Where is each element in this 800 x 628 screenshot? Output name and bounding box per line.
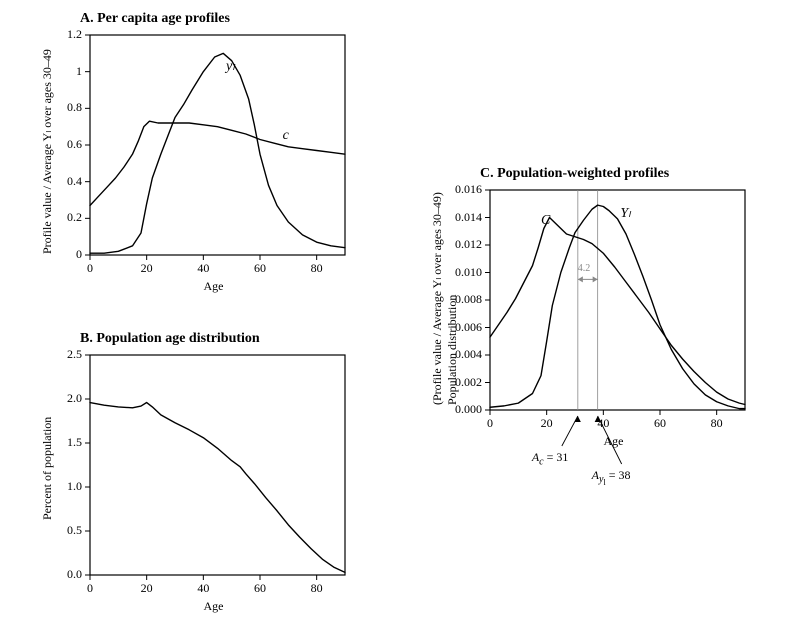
series-label-Yl: Yₗ xyxy=(620,205,630,222)
arrow-label: 4.2 xyxy=(578,263,591,274)
xtick: 60 xyxy=(650,416,670,431)
ytick: 0.002 xyxy=(455,375,482,390)
xtick: 40 xyxy=(593,416,613,431)
xtick: 80 xyxy=(707,416,727,431)
ytick: 0.008 xyxy=(455,292,482,307)
figure-page: A. Per capita age profiles Profile value… xyxy=(0,0,800,628)
ytick: 0.006 xyxy=(455,320,482,335)
xtick: 0 xyxy=(480,416,500,431)
ytick: 0.000 xyxy=(455,402,482,417)
xtick: 20 xyxy=(537,416,557,431)
annotation-ac: Ac = 31 xyxy=(532,450,569,467)
annotation-ay: Ayl = 38 xyxy=(592,468,631,487)
ytick: 0.014 xyxy=(455,210,482,225)
ytick: 0.010 xyxy=(455,265,482,280)
ytick: 0.004 xyxy=(455,347,482,362)
ytick: 0.012 xyxy=(455,237,482,252)
panel-c-population-weighted: C. Population-weighted profiles (Profile… xyxy=(0,0,800,628)
panel-c-svg xyxy=(0,0,800,628)
series-label-C: C xyxy=(541,213,550,229)
ytick: 0.016 xyxy=(455,182,482,197)
